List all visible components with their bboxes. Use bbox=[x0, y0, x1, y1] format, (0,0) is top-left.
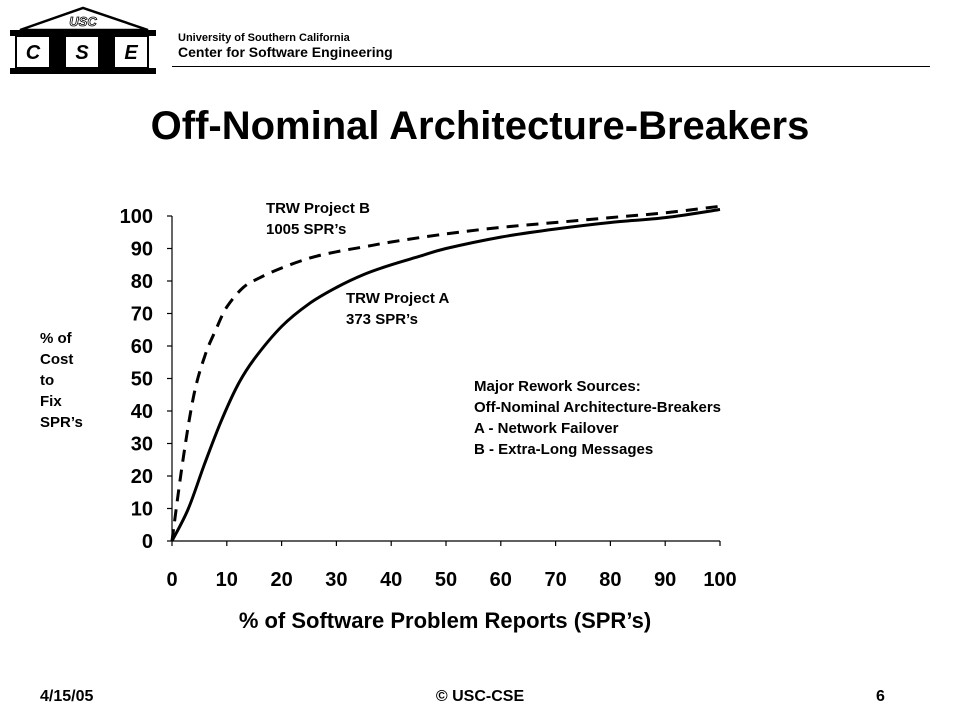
y-tick-label: 50 bbox=[131, 369, 153, 391]
series-label-project-a: TRW Project A 373 SPR’s bbox=[346, 288, 449, 330]
x-tick-label: 20 bbox=[270, 569, 292, 591]
series-line-trw-project-b bbox=[170, 204, 721, 542]
x-tick-label: 70 bbox=[544, 569, 566, 591]
annotation-line: A - Network Failover bbox=[474, 420, 619, 437]
x-tick-label: 50 bbox=[435, 569, 457, 591]
series-line-trw-project-a bbox=[170, 208, 721, 542]
y-tick-label: 20 bbox=[131, 466, 153, 488]
logo-letter-c: C bbox=[26, 42, 41, 64]
series-label-line: TRW Project B bbox=[266, 200, 370, 217]
y-axis-label-line: to bbox=[40, 372, 55, 389]
logo-letter-e: E bbox=[124, 42, 138, 64]
x-tick-label: 60 bbox=[490, 569, 512, 591]
series-label-line: 1005 SPR’s bbox=[266, 221, 347, 238]
annotation-line: Off-Nominal Architecture-Breakers bbox=[474, 399, 722, 416]
header-divider bbox=[172, 66, 930, 67]
footer-page-number: 6 bbox=[876, 688, 885, 705]
logo-usc-text: USC bbox=[69, 14, 97, 29]
x-tick-label: 0 bbox=[166, 569, 177, 591]
header-university: University of Southern California bbox=[178, 32, 350, 44]
y-axis-label-line: % of bbox=[40, 330, 72, 347]
y-axis-label-line: Cost bbox=[40, 351, 74, 368]
series-label-line: TRW Project A bbox=[346, 290, 450, 307]
x-axis-label: % of Software Problem Reports (SPR’s) bbox=[238, 608, 652, 633]
rework-sources-annotation: Major Rework Sources: Off-Nominal Archit… bbox=[474, 376, 721, 460]
y-tick-label: 80 bbox=[131, 271, 153, 293]
slide-title: Off-Nominal Architecture-Breakers bbox=[150, 104, 810, 148]
x-tick-label: 40 bbox=[380, 569, 402, 591]
x-tick-label: 100 bbox=[703, 569, 736, 591]
annotation-line: B - Extra-Long Messages bbox=[474, 441, 654, 458]
footer-date: 4/15/05 bbox=[40, 688, 94, 705]
annotation-line: Major Rework Sources: bbox=[474, 378, 641, 395]
logo-letter-s: S bbox=[75, 42, 89, 64]
y-tick-label: 30 bbox=[131, 434, 153, 456]
y-axis-label-line: SPR’s bbox=[40, 414, 83, 431]
y-axis-label: % of Cost to Fix SPR’s bbox=[40, 328, 110, 433]
footer-copyright: © USC-CSE bbox=[435, 688, 525, 705]
x-tick-label: 10 bbox=[216, 569, 238, 591]
y-tick-label: 10 bbox=[131, 499, 153, 521]
y-tick-label: 70 bbox=[131, 304, 153, 326]
y-tick-label: 100 bbox=[120, 206, 153, 228]
y-axis-label-line: Fix bbox=[40, 393, 62, 410]
y-tick-label: 40 bbox=[131, 401, 153, 423]
y-tick-label: 0 bbox=[142, 531, 153, 553]
usc-cse-logo: USC C S E bbox=[10, 6, 156, 74]
x-tick-label: 80 bbox=[599, 569, 621, 591]
series-label-project-b: TRW Project B 1005 SPR’s bbox=[266, 198, 370, 240]
x-tick-label: 90 bbox=[654, 569, 676, 591]
y-tick-label: 60 bbox=[131, 336, 153, 358]
x-tick-label: 30 bbox=[325, 569, 347, 591]
header-center: Center for Software Engineering bbox=[178, 44, 393, 60]
series-label-line: 373 SPR’s bbox=[346, 311, 418, 328]
y-tick-label: 90 bbox=[131, 239, 153, 261]
